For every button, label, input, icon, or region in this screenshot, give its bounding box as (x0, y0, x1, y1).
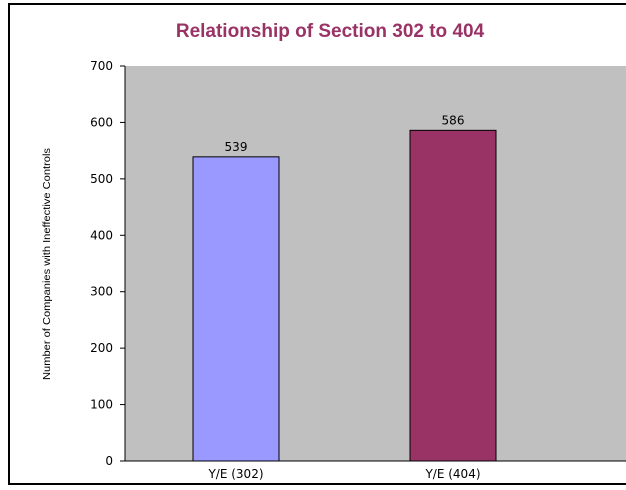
chart-frame (8, 3, 626, 485)
data-label: 539 (225, 140, 248, 154)
bar-series (192, 129, 497, 462)
category-label: Y/E (302) (207, 467, 263, 481)
y-tick-label: 600 (90, 115, 113, 129)
category-labels: Y/E (302) Y/E (404) (207, 467, 480, 481)
y-axis-ticks: 0 100 200 300 400 500 600 700 (90, 59, 125, 468)
data-labels: 539 586 (225, 113, 465, 154)
data-label: 586 (442, 113, 465, 127)
y-tick-label: 400 (90, 228, 113, 242)
category-label: Y/E (404) (424, 467, 480, 481)
y-tick-label: 100 (90, 398, 113, 412)
chart-title: Relationship of Section 302 to 404 (176, 21, 485, 42)
y-tick-label: 0 (105, 454, 113, 468)
y-tick-label: 200 (90, 341, 113, 355)
y-tick-label: 700 (90, 59, 113, 73)
y-axis-title: Number of Companies with Ineffective Con… (42, 148, 53, 380)
bar (192, 156, 280, 462)
bar (409, 129, 497, 462)
y-tick-label: 300 (90, 285, 113, 299)
y-tick-label: 500 (90, 172, 113, 186)
